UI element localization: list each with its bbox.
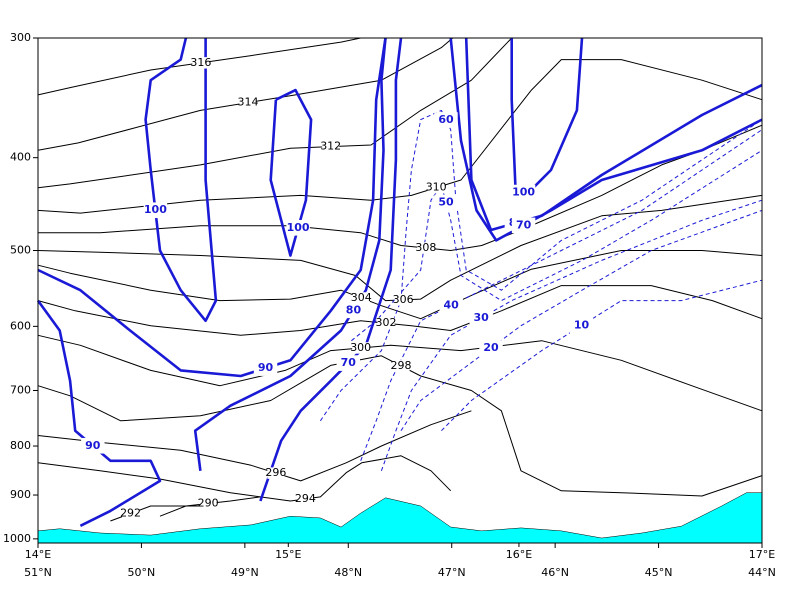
contour-line	[351, 149, 763, 342]
contour-label: 40	[444, 298, 460, 311]
x-tick-label: 48°N	[334, 566, 362, 579]
contour-label: 312	[320, 140, 341, 153]
contour-label: 314	[237, 96, 258, 109]
contour-label: 308	[415, 241, 436, 254]
label-background	[341, 302, 366, 319]
label-background	[434, 112, 458, 128]
y-tick-label: 900	[10, 488, 31, 501]
label-background	[143, 202, 168, 219]
label-background	[439, 297, 463, 314]
y-tick-label: 500	[10, 244, 31, 257]
contour-line	[37, 410, 472, 482]
terrain-layer	[37, 492, 763, 544]
label-background	[239, 96, 257, 109]
label-background	[296, 493, 314, 505]
contour-line	[37, 37, 513, 189]
label-background	[479, 340, 503, 356]
contour-label: 100	[144, 203, 167, 216]
contour-label: 298	[391, 359, 412, 372]
contour-label: 302	[376, 316, 397, 329]
contour-label: 292	[120, 506, 141, 519]
contour-line	[144, 37, 218, 323]
contour-line	[36, 299, 162, 527]
label-layer: 316 314 312 310 308 306 304 302 300 298 296 294 292 2…	[81, 56, 594, 520]
label-background	[511, 184, 536, 201]
terrain	[37, 492, 763, 544]
contour-label: 90	[258, 361, 274, 374]
label-background	[352, 342, 370, 354]
y-tick-label: 800	[10, 439, 31, 452]
label-background	[511, 217, 536, 234]
contour-label: 70	[341, 356, 357, 369]
x-tick-label: 49°N	[231, 566, 259, 579]
plot-frame	[37, 37, 763, 544]
contour-line	[37, 285, 763, 336]
x2-tick-label: 17°E	[749, 548, 775, 561]
plot-area	[38, 38, 762, 543]
contour-label: 296	[265, 466, 286, 479]
contour-label: 290	[198, 496, 219, 509]
label-background	[267, 467, 285, 479]
axes-layer: 300 400 500 600 700 800 900 1000 51°N 50°N 49°N 48°…	[3, 31, 776, 579]
contour-label: 310	[426, 181, 447, 194]
y-tick-label: 700	[10, 383, 31, 396]
contour-label: 90	[85, 439, 101, 452]
contour-line	[37, 355, 763, 497]
contour-line	[360, 129, 763, 461]
label-background	[417, 242, 435, 254]
x-tick-label: 50°N	[128, 566, 156, 579]
contour-line	[269, 88, 313, 257]
label-background	[192, 57, 210, 69]
contour-label: 50	[438, 196, 454, 209]
contour-label: 100	[287, 221, 310, 234]
x2-tick-label: 16°E	[506, 548, 532, 561]
label-background	[286, 220, 310, 236]
y-tick-label: 1000	[3, 532, 31, 545]
label-background	[199, 497, 217, 510]
contour-label: 20	[483, 341, 499, 354]
label-background	[427, 181, 445, 194]
label-background	[81, 437, 105, 454]
label-background	[569, 317, 594, 334]
contour-label: 304	[351, 291, 372, 304]
contour-line	[37, 250, 763, 320]
contour-line	[380, 199, 763, 471]
label-background	[377, 317, 395, 329]
label-background	[394, 294, 412, 306]
x2-tick-label: 14°E	[25, 548, 51, 561]
contour-line	[37, 455, 452, 502]
contour-label: 70	[516, 218, 532, 231]
label-background	[122, 507, 140, 520]
x-tick-label: 45°N	[645, 566, 673, 579]
y-tick-label: 400	[10, 151, 31, 164]
x-tick-label: 47°N	[438, 566, 466, 579]
y-tick-label: 300	[10, 31, 31, 44]
label-background	[322, 140, 340, 153]
contour-line	[37, 37, 454, 151]
contour-line	[37, 37, 387, 378]
contour-line	[38, 124, 763, 251]
label-background	[352, 292, 370, 304]
label-background	[434, 194, 458, 211]
contour-label: 316	[190, 56, 211, 69]
contour-label: 10	[574, 319, 590, 332]
contour-label: 30	[474, 311, 490, 324]
label-background	[469, 310, 493, 326]
label-background	[392, 360, 410, 372]
contour-label: 60	[438, 113, 454, 126]
label-background	[253, 360, 278, 376]
contour-label: 80	[346, 303, 362, 316]
x-tick-label: 51°N	[24, 566, 52, 579]
y-tick-label: 600	[10, 319, 31, 332]
contour-label: 306	[393, 293, 414, 306]
contour-label: 100	[512, 186, 535, 199]
contour-label: 294	[295, 492, 316, 505]
x-tick-label: 44°N	[748, 566, 776, 579]
label-background	[336, 355, 360, 371]
x-tick-label: 46°N	[541, 566, 569, 579]
contour-line	[400, 209, 763, 431]
contour-label: 300	[350, 341, 371, 354]
x2-tick-label: 15°E	[275, 548, 301, 561]
